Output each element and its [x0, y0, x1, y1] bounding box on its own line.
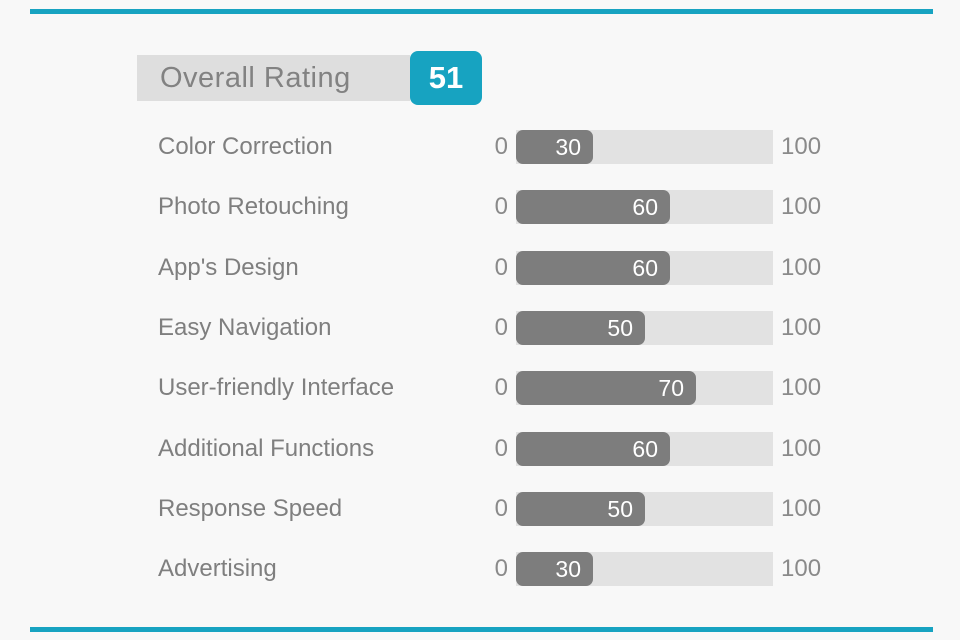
axis-max-label: 100	[781, 133, 822, 160]
rating-row: Color Correction 0 30 100	[0, 130, 960, 164]
rating-bar-track: 30	[516, 130, 773, 164]
axis-min-label: 0	[494, 314, 508, 341]
axis-min-label: 0	[494, 193, 508, 220]
rating-row: Easy Navigation 0 50 100	[0, 311, 960, 345]
axis-max-label: 100	[781, 435, 822, 462]
axis-max-label: 100	[781, 193, 822, 220]
overall-rating-score: 51	[428, 60, 464, 95]
rating-value: 60	[632, 435, 658, 462]
rating-bar-track: 60	[516, 190, 773, 224]
rating-bar-fill: 70	[516, 371, 696, 405]
rating-value: 30	[555, 133, 581, 160]
rating-row: Advertising 0 30 100	[0, 552, 960, 586]
rating-bar-fill: 60	[516, 432, 670, 466]
overall-rating-title: Overall Rating	[160, 61, 351, 94]
rating-value: 70	[658, 374, 684, 401]
axis-min-label: 0	[494, 133, 508, 160]
axis-max-label: 100	[781, 495, 822, 522]
rating-bar-fill: 60	[516, 251, 670, 285]
rating-bar-fill: 30	[516, 552, 593, 586]
rating-row: App's Design 0 60 100	[0, 251, 960, 285]
rating-bar-track: 50	[516, 492, 773, 526]
rating-row: Response Speed 0 50 100	[0, 492, 960, 526]
rating-value: 60	[632, 254, 658, 281]
rating-label: Color Correction	[158, 133, 333, 160]
axis-max-label: 100	[781, 254, 822, 281]
rating-label: Response Speed	[158, 495, 343, 522]
rating-label: App's Design	[158, 254, 299, 281]
overall-rating-header-bar: Overall Rating	[137, 55, 410, 101]
rating-bar-track: 50	[516, 311, 773, 345]
rating-bar-fill: 50	[516, 492, 645, 526]
axis-min-label: 0	[494, 254, 508, 281]
axis-min-label: 0	[494, 555, 508, 582]
top-decor-rule	[30, 9, 933, 14]
axis-max-label: 100	[781, 374, 822, 401]
rating-label: User-friendly Interface	[158, 374, 395, 401]
rating-label: Photo Retouching	[158, 193, 349, 220]
rating-bar-fill: 50	[516, 311, 645, 345]
rating-label: Easy Navigation	[158, 314, 332, 341]
rating-row: Photo Retouching 0 60 100	[0, 190, 960, 224]
axis-min-label: 0	[494, 435, 508, 462]
rating-bar-fill: 30	[516, 130, 593, 164]
rating-bar-track: 70	[516, 371, 773, 405]
rating-bar-fill: 60	[516, 190, 670, 224]
rating-row: User-friendly Interface 0 70 100	[0, 371, 960, 405]
rating-value: 50	[607, 314, 633, 341]
rating-value: 50	[607, 495, 633, 522]
axis-max-label: 100	[781, 314, 822, 341]
rating-value: 30	[555, 555, 581, 582]
rating-label: Additional Functions	[158, 435, 375, 462]
rating-row: Additional Functions 0 60 100	[0, 432, 960, 466]
rating-bar-track: 60	[516, 251, 773, 285]
rating-bar-track: 30	[516, 552, 773, 586]
overall-rating-score-badge: 51	[410, 51, 482, 105]
axis-min-label: 0	[494, 495, 508, 522]
rating-bar-track: 60	[516, 432, 773, 466]
rating-label: Advertising	[158, 555, 277, 582]
rating-value: 60	[632, 193, 658, 220]
axis-max-label: 100	[781, 555, 822, 582]
bottom-decor-rule	[30, 627, 933, 632]
axis-min-label: 0	[494, 374, 508, 401]
